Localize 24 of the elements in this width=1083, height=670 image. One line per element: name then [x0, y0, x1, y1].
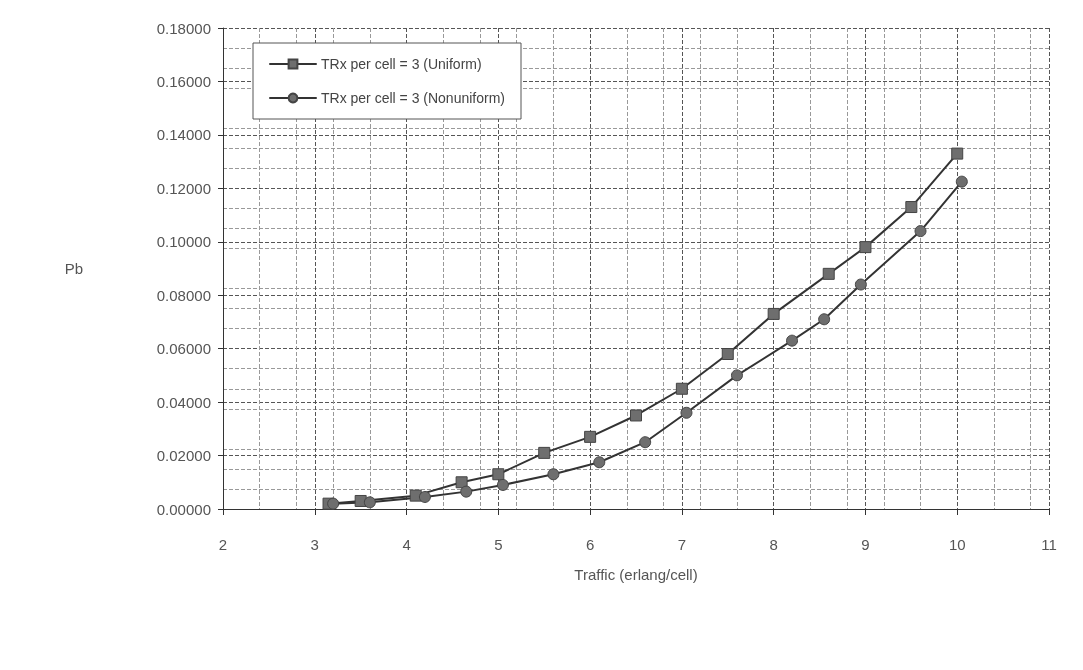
x-axis-title: Traffic (erlang/cell) — [574, 566, 698, 583]
x-tick-label: 11 — [1041, 536, 1057, 553]
y-tick-label: 0.00000 — [156, 500, 211, 518]
legend-label: TRx per cell = 3 (Uniform) — [321, 56, 482, 72]
legend-label: TRx per cell = 3 (Nonuniform) — [321, 90, 506, 106]
x-tick-label: 8 — [769, 536, 778, 553]
x-tick-label: 5 — [494, 536, 503, 553]
y-tick-label: 0.14000 — [156, 126, 211, 144]
y-tick-label: 0.06000 — [156, 340, 211, 358]
x-tick-label: 3 — [310, 536, 319, 553]
y-tick-label: 0.08000 — [156, 286, 211, 304]
x-tick-label: 6 — [585, 536, 595, 553]
x-tick-label: 7 — [677, 536, 687, 553]
y-tick-label: 0.18000 — [156, 19, 211, 37]
x-tick-label: 10 — [948, 536, 966, 553]
x-tick-label: 4 — [402, 536, 411, 553]
y-tick-label: 0.12000 — [156, 179, 211, 197]
x-tick-label: 2 — [218, 536, 228, 553]
x-tick-label: 9 — [861, 536, 870, 553]
y-tick-label: 0.02000 — [156, 447, 211, 465]
y-tick-label: 0.16000 — [156, 72, 211, 90]
y-axis-title: Pb — [64, 260, 83, 277]
y-tick-label: 0.10000 — [156, 233, 211, 251]
y-tick-label: 0.04000 — [156, 393, 211, 411]
